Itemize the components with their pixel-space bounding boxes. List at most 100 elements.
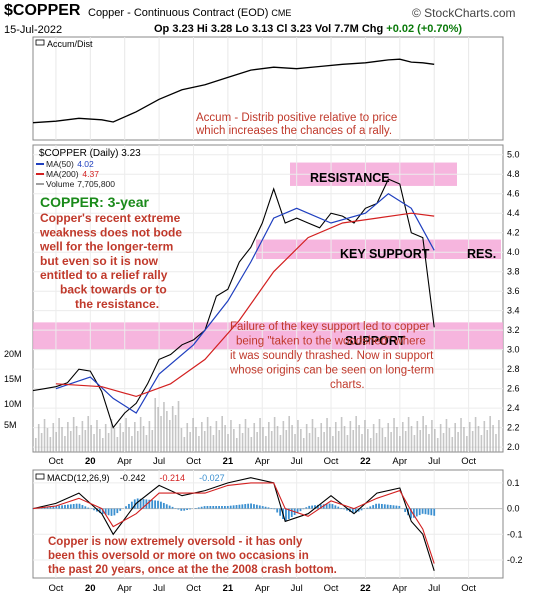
zone-label: SUPPORT <box>345 334 406 348</box>
volume-bar <box>442 433 445 452</box>
volume-bar <box>323 432 325 452</box>
volume-bar <box>116 437 119 452</box>
low-value: 3.13 <box>251 23 274 35</box>
macd-histogram-bar <box>87 507 90 509</box>
left-annotation-line: back towards or to <box>60 283 167 297</box>
macd-histogram-bar <box>107 508 110 516</box>
volume-bar <box>201 422 203 452</box>
macd-histogram-bar <box>308 505 311 509</box>
volume-bar <box>270 431 273 452</box>
macd-histogram-bar <box>203 506 206 509</box>
macd-histogram-bar <box>299 508 302 512</box>
macd-histogram-bar <box>427 508 430 515</box>
volume-bar <box>241 433 244 452</box>
macd-histogram-bar <box>279 508 282 516</box>
macd-histogram-bar <box>261 506 264 509</box>
macd-xtick: Oct <box>461 583 476 594</box>
volume-bar <box>221 416 223 452</box>
copper-3year-label: COPPER: 3-year <box>40 194 149 210</box>
legend-value: 4.02 <box>77 159 94 169</box>
volume-bar <box>480 435 483 452</box>
price-xtick: Oct <box>186 456 201 467</box>
price-ytick: 2.6 <box>507 384 520 394</box>
volume-bar <box>212 435 215 452</box>
volume-bar <box>265 436 267 452</box>
price-ytick: 3.8 <box>507 267 520 277</box>
volume-bar <box>174 415 177 452</box>
macd-histogram-bar <box>212 506 215 509</box>
price-ytick: 4.8 <box>507 169 520 179</box>
volume-bar <box>99 429 101 452</box>
price-ytick: 2.8 <box>507 364 520 374</box>
macd-histogram-bar <box>52 506 55 509</box>
macd-histogram-bar <box>421 508 424 514</box>
macd-xtick: Oct <box>324 583 339 594</box>
volume-bar <box>381 428 384 452</box>
macd-xtick: Apr <box>255 583 270 594</box>
macd-histogram-bar <box>258 505 261 509</box>
macd-histogram-bar <box>142 499 145 509</box>
volume-bar <box>244 419 247 452</box>
volume-bar <box>358 425 360 452</box>
price-xtick: Oct <box>461 456 476 467</box>
volume-bar <box>134 422 136 452</box>
volume-bar <box>84 430 87 452</box>
volume-bar <box>166 411 168 452</box>
volume-bar <box>489 416 491 452</box>
macd-histogram-bar <box>32 508 34 510</box>
macd-xtick: Oct <box>49 583 64 594</box>
macd-histogram-bar <box>197 507 200 509</box>
macd-histogram-bar <box>334 505 337 509</box>
volume-bar <box>195 427 197 452</box>
volume-bar <box>291 425 293 452</box>
volume-bar <box>334 422 337 452</box>
volume-bar <box>320 423 323 452</box>
volume-bar <box>463 427 465 452</box>
volume-bar <box>96 420 98 452</box>
volume-bar <box>407 417 410 452</box>
volume-bar <box>297 420 299 452</box>
macd-histogram-bar <box>168 505 171 509</box>
volume-bar <box>410 426 413 452</box>
macd-histogram-bar <box>285 508 287 521</box>
macd-histogram-bar <box>398 505 401 509</box>
volume-bar <box>101 438 104 452</box>
macd-histogram-bar <box>55 505 58 509</box>
volume-bar <box>40 433 43 452</box>
price-xtick: Apr <box>255 456 270 467</box>
macd-histogram-bar <box>267 507 270 509</box>
volume-bar <box>477 426 480 452</box>
volume-bar <box>305 424 308 452</box>
volume-bar <box>49 437 52 452</box>
price-ytick: 4.4 <box>507 208 520 218</box>
macd-legend-swatch <box>35 473 45 480</box>
series-ma50 <box>55 192 435 414</box>
volume-bar <box>474 417 477 452</box>
price-ytick: 2.2 <box>507 423 520 433</box>
macd-histogram-bar <box>101 508 104 514</box>
high-value: 3.28 <box>210 23 233 35</box>
change-value: +0.02 (+0.70%) <box>386 23 463 35</box>
price-xtick: Jul <box>428 456 440 467</box>
macd-histogram-bar <box>253 504 255 509</box>
macd-histogram-bar <box>264 506 267 509</box>
volume-bar <box>78 435 81 452</box>
volume-bar <box>262 427 264 452</box>
macd-value: -0.214 <box>160 473 186 483</box>
volume-bar <box>273 417 276 452</box>
macd-histogram-bar <box>311 505 314 509</box>
macd-histogram-bar <box>331 504 334 509</box>
right-annotation-line: whose origins can be seen on long-term <box>229 365 434 377</box>
macd-histogram-bar <box>162 502 165 509</box>
macd-histogram-bar <box>189 508 191 510</box>
macd-histogram-bar <box>430 508 433 516</box>
volume-bar <box>337 431 340 452</box>
macd-histogram-bar <box>61 505 63 509</box>
price-ytick: 2.4 <box>507 403 520 413</box>
macd-histogram-bar <box>395 505 398 509</box>
left-annotation-line: weakness does not bode <box>39 225 182 239</box>
volume-bar <box>378 419 381 452</box>
volume-bar <box>355 416 357 452</box>
volume-bar <box>163 402 165 452</box>
